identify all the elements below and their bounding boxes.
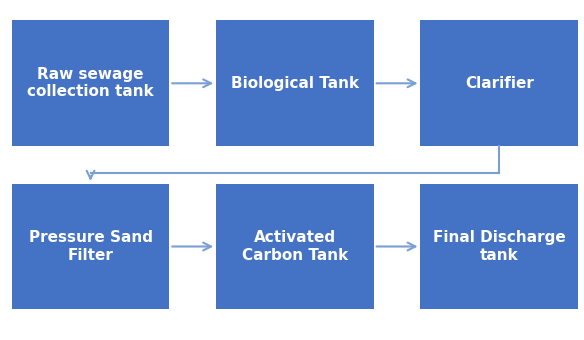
Text: Clarifier: Clarifier: [465, 76, 534, 91]
FancyBboxPatch shape: [12, 184, 169, 309]
Text: Pressure Sand
Filter: Pressure Sand Filter: [29, 230, 152, 263]
Text: Biological Tank: Biological Tank: [231, 76, 359, 91]
Text: Raw sewage
collection tank: Raw sewage collection tank: [27, 67, 154, 100]
Text: Activated
Carbon Tank: Activated Carbon Tank: [242, 230, 348, 263]
FancyBboxPatch shape: [216, 184, 374, 309]
FancyBboxPatch shape: [420, 184, 578, 309]
Text: Final Discharge
tank: Final Discharge tank: [433, 230, 566, 263]
FancyBboxPatch shape: [420, 20, 578, 146]
FancyBboxPatch shape: [12, 20, 169, 146]
FancyBboxPatch shape: [216, 20, 374, 146]
